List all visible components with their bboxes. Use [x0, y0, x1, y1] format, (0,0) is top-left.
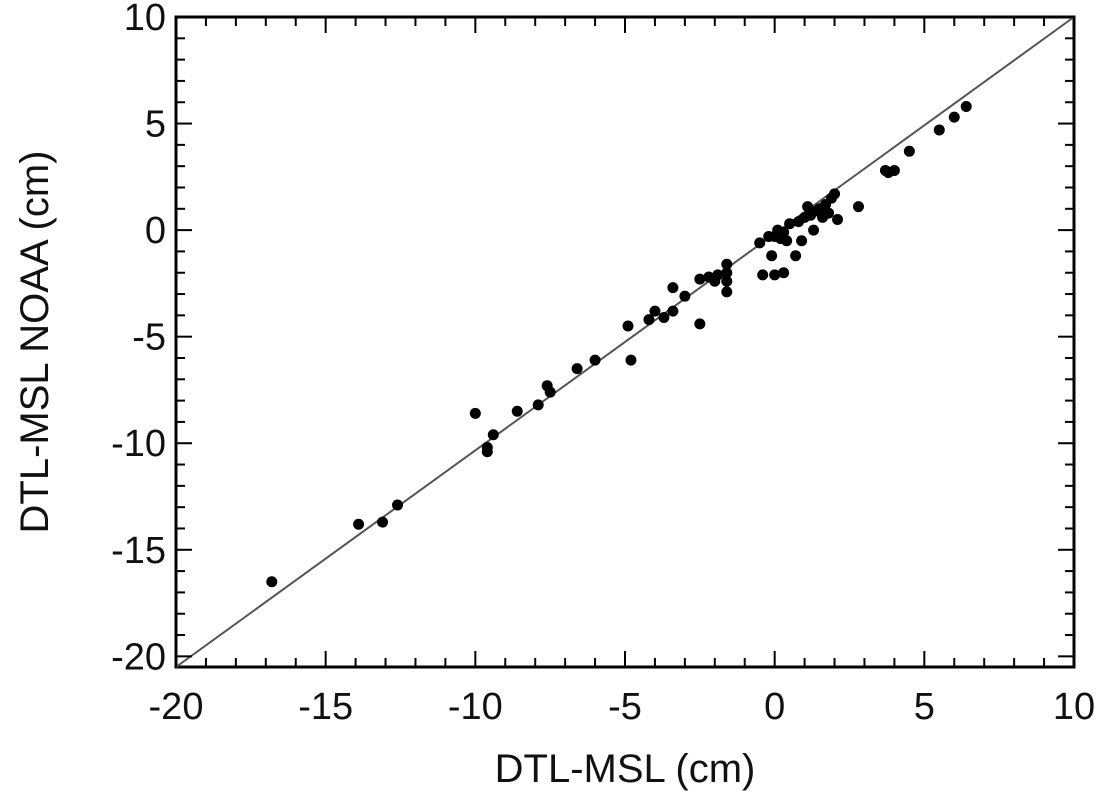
- data-point: [643, 314, 655, 326]
- data-point: [571, 363, 583, 375]
- data-point: [532, 399, 544, 411]
- identity-line: [175, 16, 1075, 668]
- data-point: [852, 201, 864, 213]
- x-tick-label: -20: [149, 686, 204, 728]
- y-tick-label: 10: [124, 0, 166, 39]
- data-point: [933, 124, 945, 136]
- x-tick-label: 10: [1053, 686, 1095, 728]
- data-point: [832, 213, 844, 225]
- x-tick-label: -10: [448, 686, 503, 728]
- x-axis-title: DTL-MSL (cm): [495, 747, 756, 791]
- data-point: [353, 518, 365, 530]
- data-point: [802, 201, 814, 213]
- y-tick-label: 0: [145, 210, 166, 252]
- data-point: [721, 286, 733, 298]
- data-point: [649, 305, 661, 317]
- data-point: [790, 250, 802, 262]
- data-point: [888, 164, 900, 176]
- data-point: [658, 311, 670, 323]
- data-point: [778, 267, 790, 279]
- data-point: [784, 218, 796, 230]
- identity-line-layer: [175, 16, 1075, 668]
- x-tick-label: -15: [298, 686, 353, 728]
- y-axis-title: DTL-MSL NOAA (cm): [13, 151, 57, 534]
- data-point: [377, 516, 389, 528]
- y-tick-labels: -20 -15 -10 -5 0 5 10: [111, 0, 166, 678]
- data-point: [823, 207, 835, 219]
- data-point: [778, 226, 790, 238]
- data-point: [721, 258, 733, 270]
- data-point: [721, 275, 733, 287]
- y-tick-label: -15: [111, 530, 166, 572]
- data-point: [694, 318, 706, 330]
- data-point: [469, 407, 481, 419]
- data-point: [712, 269, 724, 281]
- data-point: [769, 269, 781, 281]
- x-tick-label: 5: [914, 686, 935, 728]
- data-point: [694, 273, 706, 285]
- data-point: [766, 250, 778, 262]
- data-point: [392, 499, 404, 511]
- data-point: [757, 269, 769, 281]
- y-tick-label: -10: [111, 423, 166, 465]
- data-point: [487, 429, 499, 441]
- y-tick-label: -5: [132, 317, 166, 359]
- x-tick-labels: -20 -15 -10 -5 0 5 10: [149, 686, 1096, 728]
- data-point: [948, 111, 960, 123]
- y-tick-label: -20: [111, 636, 166, 678]
- data-point: [754, 237, 766, 249]
- data-point: [511, 405, 523, 417]
- data-point: [960, 101, 972, 113]
- data-point: [481, 446, 493, 458]
- data-point: [721, 267, 733, 279]
- data-point: [679, 290, 691, 302]
- data-point: [829, 188, 841, 200]
- data-point: [625, 354, 637, 366]
- data-point: [903, 145, 915, 157]
- data-point: [781, 235, 793, 247]
- data-point: [544, 386, 556, 398]
- data-points-layer: [266, 101, 972, 588]
- data-point: [622, 320, 634, 332]
- data-point: [266, 576, 278, 588]
- data-point: [667, 282, 679, 294]
- x-tick-label: -5: [608, 686, 642, 728]
- data-point: [796, 235, 808, 247]
- data-point: [667, 305, 679, 317]
- x-tick-label: 0: [764, 686, 785, 728]
- y-tick-label: 5: [145, 104, 166, 146]
- data-point: [589, 354, 601, 366]
- data-point: [808, 224, 820, 236]
- tick-marks-layer: [175, 16, 1075, 667]
